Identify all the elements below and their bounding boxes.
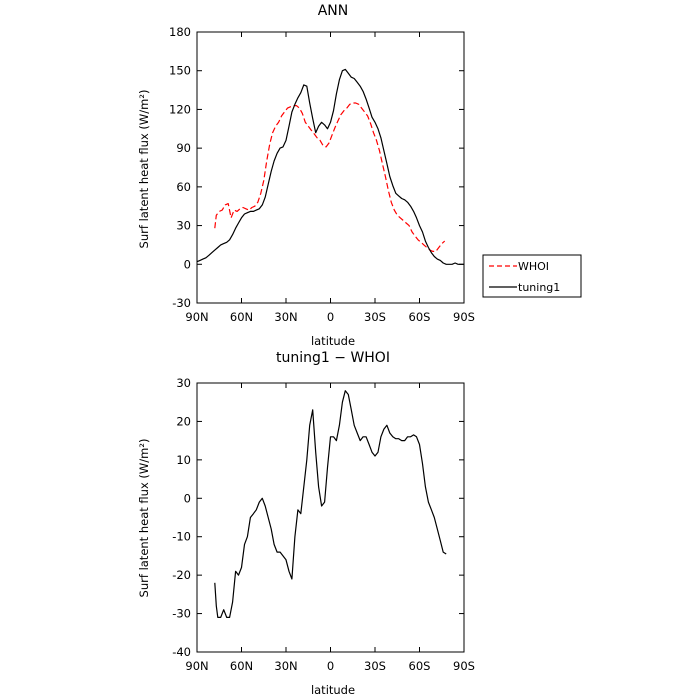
top-ytick-label: 120 bbox=[169, 102, 191, 116]
top-chart-ylabel: Surf latent heat flux (W/m²) bbox=[137, 90, 151, 249]
bottom-chart: tuning1 − WHOI Surf latent heat flux (W/… bbox=[137, 350, 475, 697]
top-xtick-label: 60S bbox=[409, 310, 431, 324]
legend-label-whoi: WHOI bbox=[518, 260, 549, 273]
bottom-ytick-label: 20 bbox=[176, 414, 191, 428]
top-chart-frame bbox=[196, 31, 465, 304]
top-xtick-label: 90N bbox=[185, 310, 208, 324]
bottom-chart-title: tuning1 − WHOI bbox=[276, 350, 390, 366]
bottom-chart-xlabel: latitude bbox=[311, 683, 355, 697]
top-chart-title: ANN bbox=[318, 3, 349, 19]
bottom-xtick-label: 60N bbox=[230, 659, 253, 673]
top-ytick-label: 150 bbox=[169, 64, 191, 78]
top-series-line-tuning1 bbox=[196, 68, 464, 265]
top-series-line-whoi bbox=[214, 102, 446, 252]
bottom-chart-ylabel: Surf latent heat flux (W/m²) bbox=[137, 439, 151, 598]
bottom-chart-axes: -40 -30 -20 -10 0 10 20 30 90N 60N 30N 0 30S 60S 90S bbox=[172, 376, 475, 673]
bottom-chart-series bbox=[214, 390, 447, 619]
top-xtick-label: 60N bbox=[230, 310, 253, 324]
top-xtick-label: 30N bbox=[274, 310, 297, 324]
top-ytick-label: -30 bbox=[172, 296, 191, 310]
bottom-chart-frame bbox=[196, 382, 465, 653]
top-ytick-label: 0 bbox=[184, 257, 191, 271]
legend-label-tuning1: tuning1 bbox=[518, 281, 560, 294]
top-xtick-label: 0 bbox=[327, 310, 334, 324]
bottom-ytick-label: -20 bbox=[172, 568, 191, 582]
top-xtick-label: 90S bbox=[453, 310, 475, 324]
bottom-xtick-label: 90N bbox=[185, 659, 208, 673]
bottom-ytick-label: -30 bbox=[172, 607, 191, 621]
bottom-xtick-label: 0 bbox=[327, 659, 334, 673]
bottom-ytick-label: -10 bbox=[172, 530, 191, 544]
top-chart-series bbox=[196, 68, 464, 265]
top-ytick-label: 180 bbox=[169, 25, 191, 39]
top-xtick-label: 30S bbox=[364, 310, 386, 324]
bottom-ytick-label: 30 bbox=[176, 376, 191, 390]
bottom-ytick-label: -40 bbox=[172, 645, 191, 659]
bottom-xtick-label: 60S bbox=[409, 659, 431, 673]
top-chart-axes: -30 0 30 60 90 120 150 180 90N 60N 30N 0 30S 60S 90S bbox=[169, 25, 475, 324]
top-ytick-label: 30 bbox=[176, 219, 191, 233]
bottom-ytick-label: 10 bbox=[176, 453, 191, 467]
legend: WHOI tuning1 bbox=[482, 254, 582, 298]
bottom-xtick-label: 90S bbox=[453, 659, 475, 673]
legend-box bbox=[482, 254, 582, 298]
top-ytick-label: 60 bbox=[176, 180, 191, 194]
bottom-ytick-label: 0 bbox=[184, 491, 191, 505]
top-ytick-label: 90 bbox=[176, 141, 191, 155]
top-chart-xlabel: latitude bbox=[311, 334, 355, 348]
bottom-xtick-label: 30S bbox=[364, 659, 386, 673]
bottom-series-line-difference bbox=[214, 390, 447, 619]
top-chart: ANN Surf latent heat flux (W/m²) latitud… bbox=[137, 3, 475, 348]
bottom-xtick-label: 30N bbox=[274, 659, 297, 673]
